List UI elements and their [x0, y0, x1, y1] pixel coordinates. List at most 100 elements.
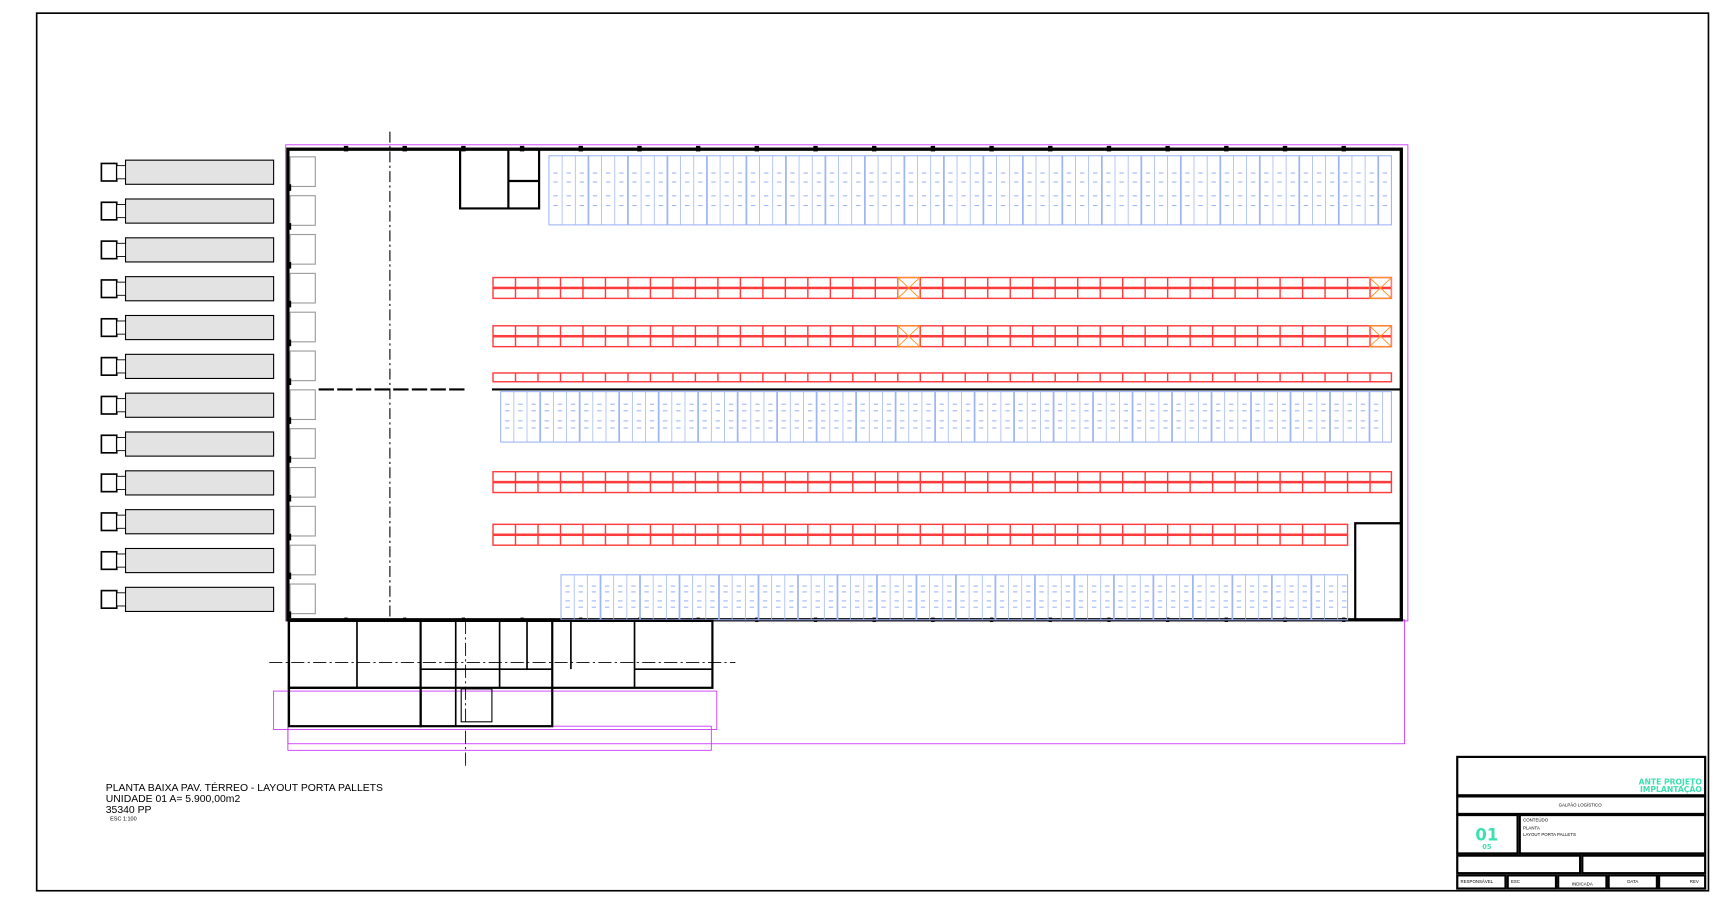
truck [100, 198, 275, 224]
stage-label: ANTE PROJETO [1639, 777, 1703, 786]
sheet-number: 01 [1475, 825, 1498, 844]
content-line: LAYOUT PORTA PALLETS [1523, 832, 1576, 837]
truck-cab [100, 550, 118, 571]
column [578, 145, 583, 152]
project-name: GALPÃO LOGÍSTICO [1559, 802, 1603, 807]
truck-trailer [124, 509, 275, 535]
column [1341, 145, 1346, 152]
column [403, 617, 407, 622]
truck-cab [100, 473, 118, 493]
drive-in-rack-block [548, 155, 1392, 226]
dock-door [289, 272, 316, 304]
bay-cross [1369, 325, 1392, 347]
truck-trailer [124, 237, 275, 263]
dock-door [289, 233, 316, 265]
truck-cab [100, 162, 118, 182]
truck-trailer [124, 314, 275, 341]
pallet-racks [492, 155, 1393, 621]
truck-trailer [124, 547, 275, 574]
column [520, 617, 524, 622]
column [1048, 145, 1053, 152]
truck-trailer [124, 586, 275, 612]
truck-hitch [116, 320, 126, 335]
dock-door [289, 544, 316, 576]
column [637, 145, 642, 152]
selective-rack-row [492, 287, 1393, 300]
truck-cab [100, 512, 118, 532]
truck-trailer [124, 431, 275, 457]
column [1282, 145, 1288, 152]
truck-trailer [124, 392, 275, 418]
drive-in-rack-block [560, 574, 1349, 621]
truck-trailer [124, 470, 275, 496]
truck-cab [100, 356, 118, 376]
footer-cell: DATA [1627, 879, 1638, 884]
rack-frame [500, 391, 1392, 443]
drawing-title-line: 35340 PP [106, 805, 152, 816]
truck [100, 314, 275, 341]
truck-hitch [116, 592, 126, 607]
dock-door [289, 466, 316, 498]
truck [100, 586, 275, 612]
drawing-title-line: PLANTA BAIXA PAV. TÉRREO - LAYOUT PORTA … [106, 781, 383, 794]
truck-cab [100, 589, 118, 609]
truck-hitch [116, 514, 126, 529]
column [344, 617, 348, 622]
column [1106, 145, 1112, 152]
crossing-bay [897, 325, 921, 348]
sheet-border [35, 12, 1710, 892]
truck-trailer [124, 353, 275, 380]
truck-hitch [116, 359, 126, 374]
selective-rack-row [492, 336, 1393, 348]
column [1224, 145, 1229, 152]
dock-post [286, 456, 292, 463]
column [1165, 145, 1170, 152]
dock-post [286, 378, 292, 386]
selective-rack-row [492, 523, 1349, 535]
selective-rack-row [492, 325, 1393, 337]
truck [100, 276, 275, 302]
truck [100, 159, 275, 185]
truck-hitch [116, 437, 126, 452]
footer-cell: REV [1690, 879, 1699, 884]
selective-rack-row [492, 372, 1393, 383]
column [402, 145, 407, 152]
selective-rack-row [492, 470, 1393, 483]
column [519, 145, 525, 152]
dock-post [286, 300, 292, 308]
dock-post [286, 611, 292, 619]
truck-trailer [124, 198, 275, 224]
column [813, 145, 818, 152]
bay-frame [897, 325, 921, 348]
column [343, 145, 349, 152]
selective-rack-row [492, 534, 1349, 546]
title-block: ANTE PROJETO IMPLANTAÇÃO GALPÃO LOGÍSTIC… [1456, 755, 1707, 890]
dock-door [289, 350, 316, 382]
magenta-outlines [273, 144, 1409, 751]
truck-cab [100, 395, 118, 415]
truck [100, 237, 275, 263]
column [989, 145, 994, 152]
corner-room [1354, 522, 1401, 620]
truck-docks [100, 159, 275, 612]
truck-cab [100, 240, 118, 260]
stage-label: IMPLANTAÇÃO [1640, 785, 1702, 794]
truck-hitch [116, 242, 126, 257]
truck-hitch [116, 165, 126, 180]
crossing-bay [1368, 276, 1392, 299]
dock-post [286, 533, 292, 541]
dock-door [289, 195, 316, 226]
selective-rack-row [492, 276, 1393, 289]
truck-hitch [116, 398, 126, 413]
truck-trailer [124, 159, 275, 185]
dock-post [286, 261, 292, 269]
truck-cab [100, 201, 118, 221]
footer-cell: RESPONSÁVEL [1461, 879, 1494, 884]
dock-post [286, 223, 292, 230]
bay-cross [897, 325, 921, 347]
truck [100, 431, 275, 457]
truck-hitch [116, 475, 126, 490]
drawing-title-line: UNIDADE 01 A= 5.900,00m2 [106, 794, 241, 805]
footer-cell: ESC [1511, 879, 1520, 884]
